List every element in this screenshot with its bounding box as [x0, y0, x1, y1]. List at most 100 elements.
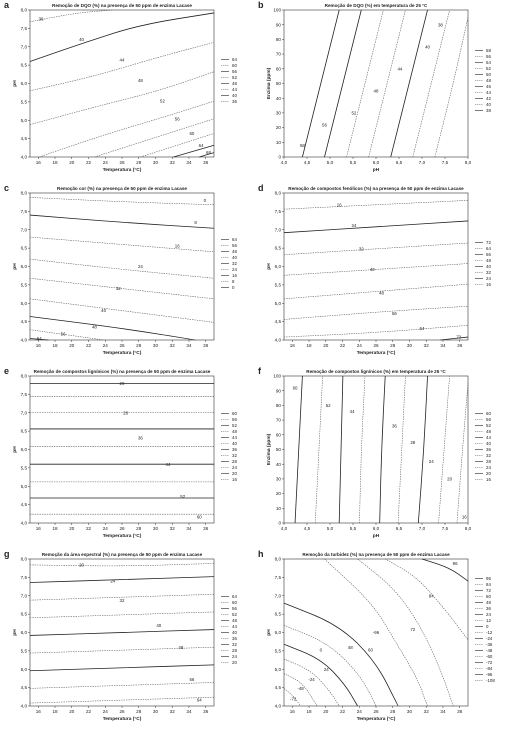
contour-label: 48 — [92, 324, 97, 329]
contour-line — [397, 375, 406, 524]
x-tick-label: 7,0 — [419, 160, 426, 165]
contour-line — [29, 696, 215, 704]
legend-entry: 28 — [232, 459, 237, 464]
y-tick-label: 4,0 — [21, 338, 28, 343]
y-tick-label: 7,5 — [21, 26, 28, 31]
x-tick-label: 20 — [69, 526, 75, 531]
y-tick-label: 20 — [276, 491, 282, 496]
y-tick-label: 5,0 — [275, 301, 282, 306]
y-tick-label: 5,5 — [275, 648, 282, 653]
y-axis-label: Enzima (ppm) — [266, 433, 272, 465]
contour-line — [29, 258, 215, 279]
y-tick-label: 20 — [276, 125, 282, 130]
contour-line — [438, 375, 450, 524]
contour-label: 52 — [160, 99, 165, 104]
y-tick-label: 5,5 — [21, 282, 28, 287]
panel-letter: g — [4, 549, 10, 559]
x-tick-label: 20 — [323, 709, 329, 714]
legend-entry: 20 — [232, 660, 237, 665]
y-tick-label: 90 — [276, 388, 282, 393]
legend-entry: -12 — [486, 630, 493, 635]
legend-entry: 48 — [486, 429, 491, 434]
contour-line — [283, 200, 469, 210]
x-tick-label: 34 — [440, 343, 446, 348]
legend-entry: 48 — [232, 81, 237, 86]
panel-c: c Remoção cor (%) na presença de 50 ppm d… — [0, 183, 254, 363]
y-axis-label: pH — [12, 263, 18, 270]
legend-entry: 54 — [486, 60, 491, 65]
contour-label: 60 — [368, 648, 373, 653]
legend-entry: 40 — [486, 441, 491, 446]
x-tick-label: 24 — [357, 709, 363, 714]
panel-letter: c — [4, 183, 10, 193]
y-tick-label: 80 — [276, 403, 282, 408]
contour-line — [29, 329, 104, 341]
legend-entry: 16 — [486, 282, 491, 287]
x-tick-label: 16 — [36, 709, 42, 714]
legend-entry: 40 — [486, 264, 491, 269]
x-tick-label: 6,5 — [396, 526, 403, 531]
y-tick-label: 7,5 — [21, 575, 28, 580]
x-tick-label: 24 — [103, 160, 109, 165]
x-tick-label: 24 — [103, 709, 109, 714]
legend-entry: 56 — [486, 417, 491, 422]
legend-entry: -60 — [486, 654, 493, 659]
x-tick-label: 32 — [170, 709, 176, 714]
x-tick-label: 28 — [136, 343, 142, 348]
contour-line — [29, 629, 215, 636]
y-axis-label: pH — [266, 629, 272, 636]
x-tick-label: 7,5 — [442, 160, 449, 165]
contour-label: 8 — [194, 220, 197, 225]
x-tick-label: 32 — [424, 709, 430, 714]
x-tick-label: 18 — [52, 160, 58, 165]
x-tick-label: 34 — [186, 160, 192, 165]
plot-frame — [283, 375, 469, 524]
legend-entry: 48 — [232, 429, 237, 434]
contour-label: 52 — [326, 403, 331, 408]
contour-label: 40 — [79, 37, 84, 42]
contour-label: 48 — [348, 645, 353, 650]
x-tick-label: 24 — [103, 343, 109, 348]
plot-frame — [29, 192, 215, 341]
y-tick-label: 4,5 — [275, 685, 282, 690]
x-tick-label: 30 — [153, 343, 159, 348]
legend-entry: 60 — [486, 411, 491, 416]
contour-line — [29, 682, 215, 689]
legend-entry: 56 — [232, 606, 237, 611]
x-tick-label: 20 — [69, 160, 75, 165]
x-tick-label: 30 — [407, 709, 413, 714]
contour-line — [39, 100, 215, 158]
contour-label: 72 — [410, 627, 415, 632]
y-tick-label: 7,0 — [275, 593, 282, 598]
legend-entry: 24 — [232, 465, 237, 470]
legend-entry: 56 — [486, 252, 491, 257]
contour-label: 16 — [462, 515, 467, 520]
chart-title: Remoção da turbidez (%) na presença de 5… — [302, 552, 450, 557]
legend-entry: 32 — [232, 642, 237, 647]
contour-label: 24 — [351, 223, 356, 228]
contour-label: -48 — [297, 686, 304, 691]
y-tick-label: 8,0 — [275, 557, 282, 562]
x-tick-label: 22 — [86, 343, 92, 348]
legend-entry: 64 — [232, 57, 237, 62]
x-axis-label: pH — [373, 533, 380, 539]
y-tick-label: 100 — [273, 374, 281, 379]
legend-entry: 56 — [232, 69, 237, 74]
plot-frame — [283, 558, 469, 707]
contour-line — [199, 152, 215, 158]
y-tick-label: 4,0 — [275, 338, 282, 343]
y-tick-label: 4,5 — [21, 685, 28, 690]
x-tick-label: 36 — [457, 709, 463, 714]
y-tick-label: 8,0 — [21, 557, 28, 562]
contour-line — [294, 375, 303, 524]
contour-label: -96 — [373, 630, 380, 635]
x-tick-label: 7,0 — [419, 526, 426, 531]
legend-entry: -72 — [486, 660, 493, 665]
contour-line — [29, 42, 215, 92]
chart-title: Remoção de DQO (%) na presença de 50 ppm… — [52, 3, 192, 8]
y-tick-label: 8,0 — [21, 374, 28, 379]
legend-entry: 36 — [486, 447, 491, 452]
y-tick-label: 70 — [276, 52, 282, 57]
contour-label: 60 — [189, 131, 194, 136]
